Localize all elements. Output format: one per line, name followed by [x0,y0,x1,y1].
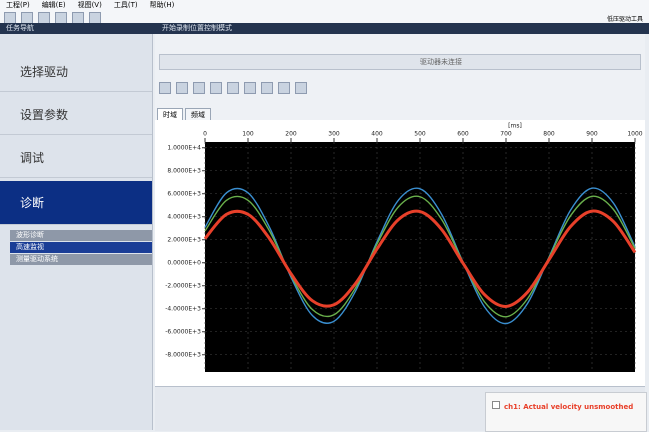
x-tick-label: 900 [586,131,598,138]
series-line [203,209,637,308]
y-tick-label: -6.0000E+3 [165,328,201,335]
nav-item[interactable]: 设置参数 [0,95,152,135]
menu-item[interactable]: 工具(T) [113,1,138,9]
nav-subitem[interactable]: 高速监视 [10,242,152,253]
tool-button[interactable] [261,82,273,94]
x-tick-label: 600 [457,131,469,138]
menu-item[interactable]: 编辑(E) [41,1,66,9]
menu-item[interactable]: 帮助(H) [149,1,175,9]
x-tick-label: 400 [371,131,383,138]
legend-label: ch1: Actual velocity unsmoothed [504,403,634,411]
tool-button[interactable] [278,82,290,94]
address-bar: 驱动器未连接 [159,54,641,70]
menu-bar: 工程(P) 编辑(E) 视图(V) 工具(T) 帮助(H) [0,0,649,11]
icon-row [159,82,312,97]
x-tick-label: 200 [285,131,297,138]
tool-button[interactable] [159,82,171,94]
x-tick-label: 300 [328,131,340,138]
tool-button[interactable] [227,82,239,94]
y-tick-label: -2.0000E+3 [165,282,201,289]
navigation-panel: 选择驱动 设置参数 调试 诊断波形诊断 高速监视 测量驱动系统 [0,34,153,430]
tool-button[interactable] [193,82,205,94]
y-tick-label: 1.0000E+4 [167,144,201,151]
tool-button[interactable] [244,82,256,94]
y-tick-label: 2.0000E+3 [167,236,201,243]
tool-button[interactable] [176,82,188,94]
x-tick-label: 0 [203,131,207,138]
tool-button[interactable] [210,82,222,94]
nav-subitem[interactable]: 波形诊断 [10,230,152,241]
x-tick-label: 100 [242,131,254,138]
nav-item[interactable]: 调试 [0,138,152,178]
x-tick-label: 500 [414,131,426,138]
status-field: 驱动器未连接 [420,58,462,66]
nav-subitem[interactable]: 测量驱动系统 [10,254,152,265]
header-right: 开始录制位置控制模式 [162,24,232,32]
header-left: 任务导航 [6,24,34,32]
x-tick-label: 800 [543,131,555,138]
y-tick-label: -8.0000E+3 [165,351,201,358]
nav-item[interactable]: 诊断 [0,181,152,225]
y-tick-label: 4.0000E+3 [167,213,201,220]
x-axis-label: [ms] [508,123,522,130]
tool-button[interactable] [295,82,307,94]
menu-item[interactable]: 视图(V) [77,1,102,9]
y-tick-label: 8.0000E+3 [167,167,201,174]
y-tick-label: 0.0000E+0 [167,259,201,266]
x-tick-label: 1000 [627,131,642,138]
y-tick-label: -4.0000E+3 [165,305,201,312]
x-tick-label: 700 [500,131,512,138]
series-line [204,195,636,318]
legend-entry[interactable]: ch1: Actual velocity unsmoothed [492,401,633,411]
legend: ch1: Actual velocity unsmoothed [485,392,647,432]
y-tick-label: 6.0000E+3 [167,190,201,197]
nav-item[interactable]: 选择驱动 [0,52,152,92]
chart: [ms] 0 100 200 300 400 500 600 700 800 900 1000 1.00… [155,120,645,386]
series-line [204,187,636,325]
menu-item[interactable]: 工程(P) [6,1,30,9]
header-bar: 任务导航 开始录制位置控制模式 [0,23,649,34]
brand: 低压驱动工具 [606,16,643,23]
legend-checkbox[interactable] [492,401,500,409]
